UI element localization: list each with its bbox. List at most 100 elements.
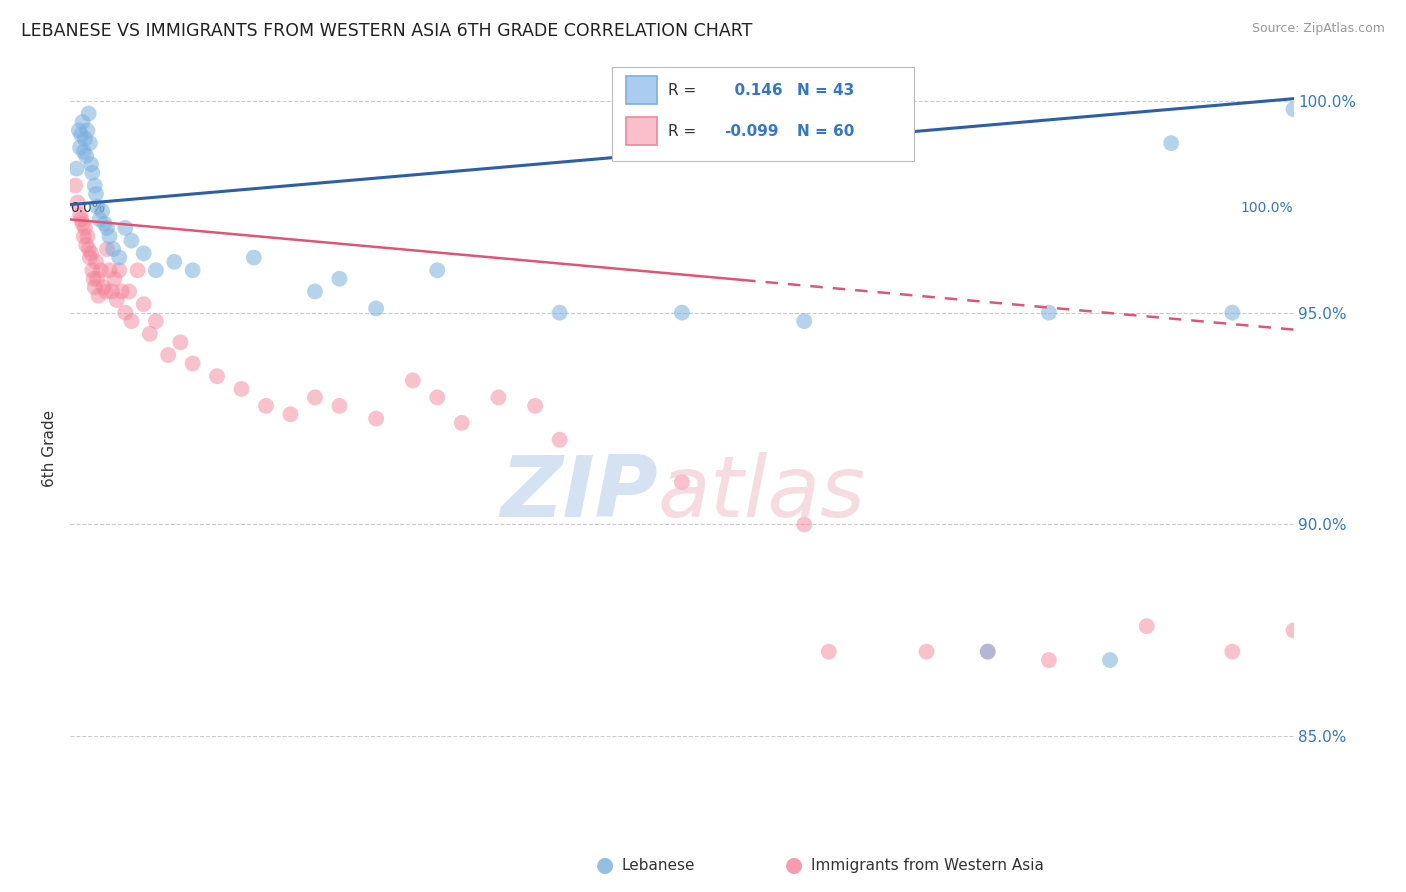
Text: 0.146: 0.146: [724, 83, 783, 97]
Point: [89, 212, 111, 227]
Point: [82, 263, 104, 277]
Point: [254, 399, 277, 413]
Point: [1099, 653, 1122, 667]
Point: [82, 166, 104, 180]
Point: [63, 178, 86, 193]
Point: [66, 195, 89, 210]
Point: [108, 251, 131, 265]
Point: [69, 140, 91, 154]
Point: [366, 301, 388, 316]
Text: N = 60: N = 60: [797, 124, 855, 138]
Point: [127, 263, 149, 277]
Point: [80, 157, 103, 171]
Point: [79, 136, 101, 150]
Point: [366, 411, 388, 425]
Point: [105, 293, 128, 307]
Point: [121, 314, 143, 328]
Point: [76, 229, 98, 244]
Point: [77, 242, 100, 256]
Point: [65, 161, 87, 176]
Point: [304, 285, 326, 299]
Point: [915, 644, 938, 658]
Point: [145, 263, 167, 277]
Point: [73, 229, 96, 244]
Text: 100.0%: 100.0%: [1241, 201, 1294, 215]
Point: [426, 390, 449, 404]
Point: [75, 237, 97, 252]
Point: [86, 271, 108, 285]
Text: LEBANESE VS IMMIGRANTS FROM WESTERN ASIA 6TH GRADE CORRELATION CHART: LEBANESE VS IMMIGRANTS FROM WESTERN ASIA…: [21, 22, 752, 40]
Point: [86, 200, 108, 214]
Point: [90, 263, 112, 277]
Point: [84, 186, 107, 201]
Point: [91, 204, 114, 219]
Point: [976, 644, 998, 658]
Point: [101, 285, 124, 299]
Point: [108, 263, 131, 277]
Point: [548, 306, 571, 320]
Point: [79, 251, 101, 265]
Point: [280, 407, 302, 421]
Point: [84, 255, 107, 269]
Point: [93, 217, 115, 231]
Point: [169, 335, 191, 350]
Point: [328, 399, 350, 413]
Text: R =: R =: [668, 124, 696, 138]
Point: [101, 242, 124, 256]
Point: [181, 263, 204, 277]
Point: [402, 373, 425, 387]
Point: [73, 220, 96, 235]
Point: [139, 326, 162, 341]
Point: [1282, 102, 1305, 116]
Text: N = 43: N = 43: [797, 83, 855, 97]
Point: [69, 208, 91, 222]
Point: [793, 517, 815, 532]
Point: [98, 229, 121, 244]
Point: [1220, 306, 1243, 320]
Point: [76, 123, 98, 137]
Point: [98, 263, 121, 277]
Point: [103, 271, 125, 285]
Point: [671, 306, 693, 320]
Point: [75, 149, 97, 163]
Point: [548, 433, 571, 447]
Text: Source: ZipAtlas.com: Source: ZipAtlas.com: [1251, 22, 1385, 36]
Point: [83, 178, 105, 193]
Point: [671, 475, 693, 489]
Point: [70, 128, 93, 142]
Text: ZIP: ZIP: [499, 452, 658, 535]
Point: [77, 106, 100, 120]
Point: [450, 416, 472, 430]
Point: [87, 288, 110, 302]
Point: [132, 246, 155, 260]
Text: R =: R =: [668, 83, 696, 97]
Point: [231, 382, 253, 396]
Point: [73, 132, 96, 146]
Text: ●: ●: [596, 855, 613, 875]
Point: [1282, 624, 1305, 638]
Point: [72, 115, 94, 129]
Point: [163, 255, 186, 269]
Point: [121, 234, 143, 248]
Point: [1038, 306, 1060, 320]
Point: [976, 644, 998, 658]
Point: [96, 242, 118, 256]
Point: [205, 369, 228, 384]
Point: [118, 285, 141, 299]
Point: [1136, 619, 1159, 633]
Point: [132, 297, 155, 311]
Point: [426, 263, 449, 277]
Point: [114, 306, 136, 320]
Y-axis label: 6th Grade: 6th Grade: [42, 409, 58, 487]
Point: [328, 271, 350, 285]
Point: [72, 217, 94, 231]
Text: atlas: atlas: [658, 452, 866, 535]
Point: [1220, 644, 1243, 658]
Text: Lebanese: Lebanese: [621, 858, 695, 872]
Point: [793, 314, 815, 328]
Point: [304, 390, 326, 404]
Point: [488, 390, 510, 404]
Point: [157, 348, 180, 362]
Point: [73, 145, 96, 159]
Point: [524, 399, 547, 413]
